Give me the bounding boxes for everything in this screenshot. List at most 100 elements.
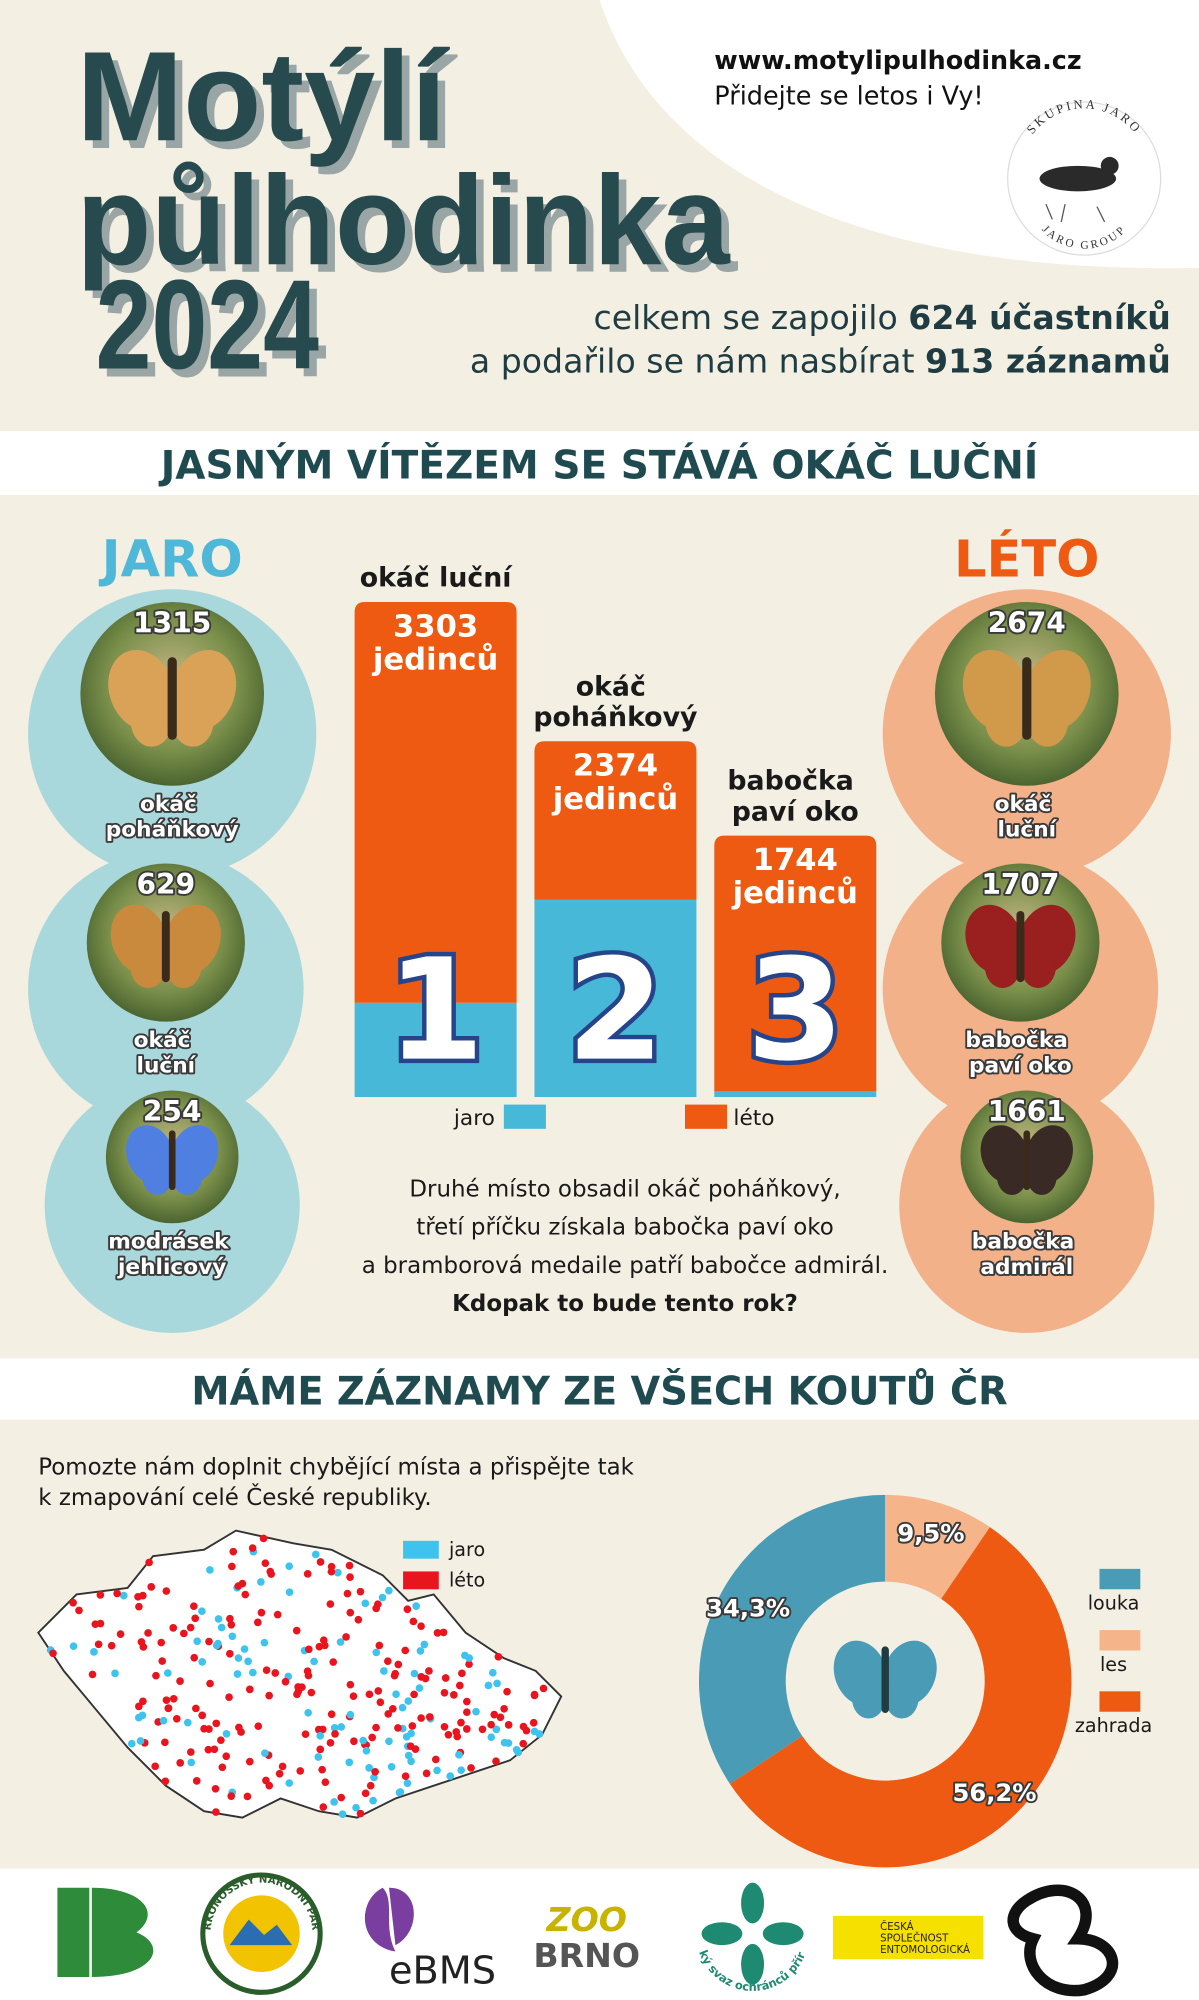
map-dot bbox=[371, 1767, 379, 1776]
map-dot bbox=[329, 1658, 338, 1666]
map-dot bbox=[261, 1559, 270, 1568]
map-dot bbox=[529, 1718, 538, 1727]
map-dot bbox=[410, 1690, 418, 1699]
title-shadow: 2024 bbox=[103, 262, 326, 404]
logo-shape bbox=[229, 1919, 293, 1946]
bar-total: 2374 jedinců bbox=[551, 749, 678, 817]
map-dot bbox=[455, 1750, 463, 1759]
url[interactable]: www.motylipulhodinka.cz bbox=[714, 46, 1081, 76]
label-line: paví oko bbox=[969, 1054, 1072, 1079]
logo-shape bbox=[1007, 1884, 1119, 1997]
summary-text: celkem se zapojilo bbox=[593, 298, 897, 337]
body bbox=[1016, 910, 1025, 983]
map-dot bbox=[457, 1718, 465, 1727]
label-line: babočka bbox=[727, 766, 863, 797]
logo-shape bbox=[741, 1943, 765, 1985]
bar-segment bbox=[714, 1091, 877, 1097]
map-dot bbox=[349, 1692, 358, 1700]
band bbox=[0, 431, 1199, 495]
pie-slice bbox=[729, 1527, 1072, 1868]
map-dot bbox=[303, 1667, 312, 1676]
map-dot bbox=[416, 1647, 425, 1655]
map-dot bbox=[294, 1683, 302, 1691]
map-dot bbox=[273, 1610, 282, 1619]
map-dot bbox=[164, 1704, 173, 1712]
map-dot bbox=[94, 1640, 103, 1649]
map-dot bbox=[361, 1599, 370, 1608]
legend-label: jaro bbox=[448, 1538, 485, 1561]
map-dot bbox=[425, 1667, 433, 1675]
label-line: paví oko bbox=[732, 796, 859, 827]
map-dot bbox=[113, 1589, 121, 1598]
map-dot bbox=[206, 1566, 214, 1574]
legend-swatch bbox=[403, 1540, 439, 1559]
label-line: okáč bbox=[576, 671, 655, 702]
map-dot bbox=[265, 1781, 274, 1790]
map-dot bbox=[162, 1587, 171, 1595]
map-dot bbox=[385, 1586, 393, 1595]
map-dot bbox=[403, 1605, 412, 1614]
map-dot bbox=[214, 1615, 223, 1623]
map-dot bbox=[241, 1590, 250, 1599]
map-dot bbox=[190, 1602, 198, 1610]
map-dot bbox=[228, 1562, 236, 1571]
label: okáč luční bbox=[995, 792, 1059, 843]
map-dot bbox=[210, 1745, 219, 1754]
legend-label: léto bbox=[449, 1569, 485, 1592]
label-line: okáč bbox=[140, 792, 204, 817]
map-dot bbox=[281, 1677, 290, 1686]
map-dot bbox=[305, 1645, 313, 1654]
map-dot bbox=[116, 1630, 125, 1638]
summary: a podařilo se nám nasbírat 913 záznamů bbox=[470, 341, 1171, 380]
bar-segment bbox=[714, 835, 877, 1092]
map-dot bbox=[314, 1753, 323, 1761]
title: Motýlí Motýlí půlhodinka půlhodinka 2024… bbox=[77, 26, 739, 404]
map-dot bbox=[478, 1725, 487, 1734]
map-dot bbox=[345, 1561, 354, 1570]
map-dot bbox=[484, 1681, 493, 1690]
wing bbox=[1026, 696, 1069, 747]
map-dot bbox=[176, 1759, 185, 1767]
body bbox=[168, 1130, 176, 1191]
map-dot bbox=[504, 1721, 513, 1729]
map-dot bbox=[119, 1591, 128, 1600]
summary-strong: 624 účastníků bbox=[908, 298, 1171, 337]
map-dot bbox=[238, 1579, 247, 1588]
map-dot bbox=[327, 1567, 336, 1576]
map-dot bbox=[222, 1752, 231, 1761]
csop-flower bbox=[701, 1882, 804, 1985]
map-dot bbox=[374, 1687, 383, 1695]
map-dot bbox=[245, 1757, 254, 1766]
map-dot bbox=[163, 1669, 172, 1677]
map-dot bbox=[315, 1642, 324, 1651]
map-dot bbox=[319, 1803, 328, 1811]
count: 1315 bbox=[133, 607, 211, 640]
map-dot bbox=[91, 1620, 100, 1629]
map-dot bbox=[321, 1778, 330, 1787]
map-dot bbox=[343, 1589, 352, 1598]
season-title: JARO bbox=[99, 531, 243, 590]
map-dot bbox=[512, 1745, 521, 1754]
map-dot bbox=[446, 1772, 455, 1780]
map-dot bbox=[392, 1690, 400, 1699]
map-dot bbox=[350, 1737, 358, 1746]
count: 629 bbox=[137, 868, 196, 901]
paragraph: Druhé místo obsadil okáč poháňkový, bbox=[409, 1176, 840, 1202]
map-dot bbox=[412, 1602, 420, 1610]
map-dot bbox=[407, 1757, 415, 1766]
map-dot bbox=[212, 1719, 221, 1728]
map-dot bbox=[316, 1558, 325, 1566]
map-dot bbox=[228, 1632, 237, 1641]
paragraph: Kdopak to bude tento rok? bbox=[452, 1291, 798, 1317]
section-heading: MÁME ZÁZNAMY ZE VŠECH KOUTŮ ČR bbox=[191, 1367, 1007, 1414]
map-dot bbox=[278, 1762, 287, 1771]
map-dot bbox=[147, 1583, 156, 1591]
map-dot bbox=[359, 1736, 367, 1745]
map-dot bbox=[311, 1550, 320, 1559]
map-dot bbox=[212, 1808, 220, 1816]
map-dot bbox=[331, 1730, 339, 1738]
body bbox=[1023, 1130, 1031, 1191]
total-value: 2374 bbox=[573, 749, 658, 784]
bar-total: 3303 jedinců bbox=[371, 609, 498, 677]
map-dot bbox=[398, 1703, 407, 1712]
